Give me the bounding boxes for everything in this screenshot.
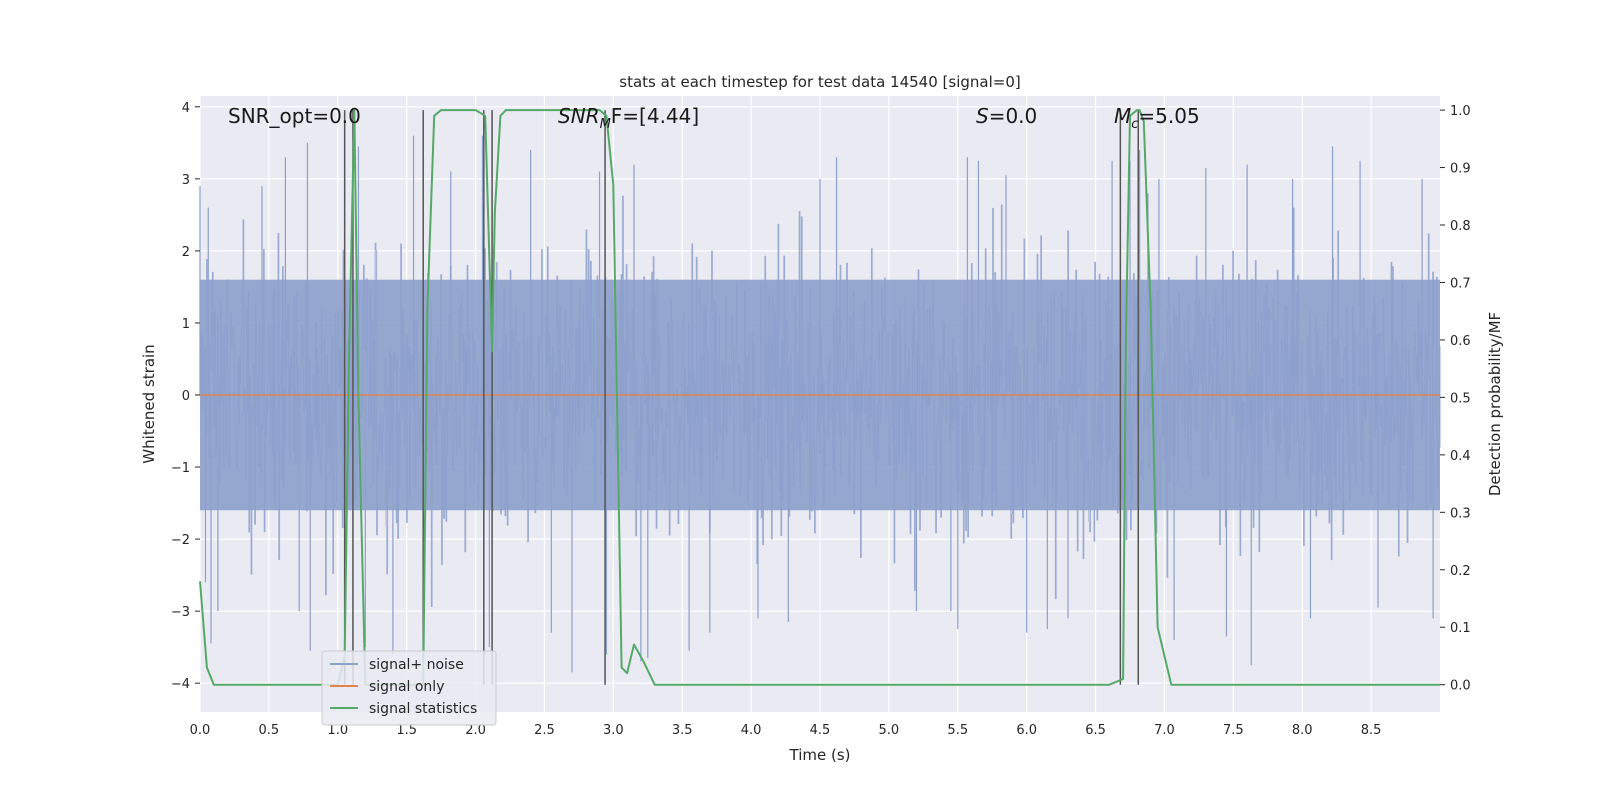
y2-tick-label: 0.4 (1450, 449, 1471, 464)
s-value: =0.0 (989, 104, 1038, 128)
annotation-snr-opt: SNR_opt=0.0 (228, 104, 361, 128)
x-tick-label: 2.5 (534, 723, 555, 738)
x-tick-label: 1.0 (327, 723, 348, 738)
x-tick-label: 7.0 (1154, 723, 1175, 738)
y2-tick-label: 0.3 (1450, 506, 1471, 521)
x-tick-label: 7.5 (1223, 723, 1244, 738)
y2-tick-label: 0.6 (1450, 334, 1471, 349)
y-tick-label: 2 (182, 245, 190, 260)
mc-subscript: c (1131, 117, 1138, 132)
x-axis-ticks: 0.0 0.5 1.0 1.5 2.0 2.5 3.0 3.5 4.0 4.5 5.0 5.5 6.0 6… (190, 723, 1382, 738)
x-tick-label: 2.0 (465, 723, 486, 738)
x-tick-label: 3.5 (672, 723, 693, 738)
stats-series (199, 109, 1440, 686)
snr-mf-value: F=[4.44] (611, 104, 699, 128)
y-tick-label: −2 (171, 533, 190, 548)
annotation-snr-mf: SNRMF=[4.44] (558, 104, 699, 132)
x-tick-label: 5.0 (879, 723, 900, 738)
legend-box (321, 650, 497, 726)
y2-tick-label: 0.8 (1450, 219, 1471, 234)
y2-tick-label: 0.9 (1450, 162, 1471, 177)
x-tick-label: 0.0 (190, 723, 211, 738)
y-tick-label: 4 (182, 101, 190, 116)
x-tick-label: 0.5 (259, 723, 280, 738)
annotation-mc: Mc=5.05 (1114, 104, 1200, 132)
legend-label-stats: signal statistics (369, 701, 477, 717)
y-tick-label: −4 (171, 677, 190, 692)
x-tick-label: 8.0 (1292, 723, 1313, 738)
legend-label-noise: signal+ noise (369, 657, 464, 673)
y2-tick-label: 1.0 (1450, 104, 1471, 119)
snr-mf-symbol: SNR (558, 104, 600, 128)
y2-tick-label: 0.0 (1450, 679, 1471, 694)
x-tick-label: 4.0 (741, 723, 762, 738)
y-axis-label: Whitened strain (140, 344, 158, 463)
y2-axis-label: Detection probability/MF (1486, 312, 1504, 496)
mc-symbol: M (1114, 104, 1131, 128)
legend: signal+ noise signal only signal statist… (321, 650, 497, 726)
y2-tick-label: 0.2 (1450, 564, 1471, 579)
y-axis-ticks: 4 3 2 1 0 −1 −2 −3 −4 (171, 101, 200, 692)
annotation-s: S=0.0 (976, 104, 1037, 128)
y2-tick-label: 0.1 (1450, 621, 1471, 636)
y2-tick-label: 0.5 (1450, 391, 1471, 406)
x-tick-label: 4.5 (810, 723, 831, 738)
x-axis-label: Time (s) (789, 746, 851, 764)
y2-axis-ticks: 1.0 0.9 0.8 0.7 0.6 0.5 0.4 0.3 0.2 0.1 0.0 (1440, 104, 1471, 694)
s-symbol: S (976, 104, 989, 128)
x-tick-label: 5.5 (947, 723, 968, 738)
y-tick-label: −1 (171, 461, 190, 476)
y-tick-label: 1 (182, 317, 190, 332)
x-tick-label: 1.5 (396, 723, 417, 738)
y-tick-label: 3 (182, 173, 190, 188)
x-tick-label: 6.0 (1016, 723, 1037, 738)
y2-tick-label: 0.7 (1450, 276, 1471, 291)
x-tick-label: 6.5 (1085, 723, 1106, 738)
chart-title: stats at each timestep for test data 145… (619, 73, 1020, 91)
signal-statistics-line (199, 109, 1440, 686)
legend-label-signal: signal only (369, 679, 444, 695)
x-tick-label: 3.0 (603, 723, 624, 738)
y-tick-label: 0 (182, 389, 190, 404)
snr-mf-subscript: M (600, 117, 611, 132)
y-tick-label: −3 (171, 605, 190, 620)
x-tick-label: 8.5 (1361, 723, 1382, 738)
mc-value: =5.05 (1138, 104, 1199, 128)
